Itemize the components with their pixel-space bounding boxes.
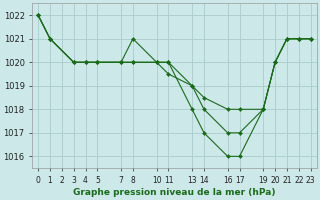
X-axis label: Graphe pression niveau de la mer (hPa): Graphe pression niveau de la mer (hPa) (73, 188, 276, 197)
